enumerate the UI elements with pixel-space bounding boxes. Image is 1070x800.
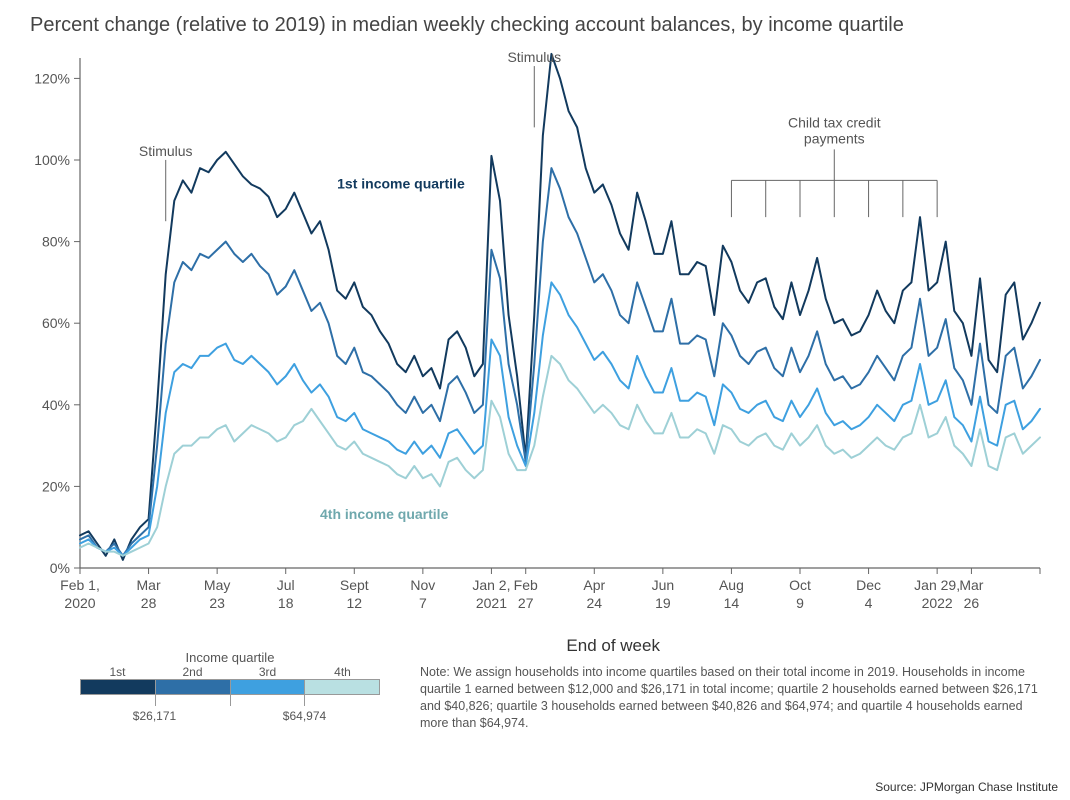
- svg-text:2022: 2022: [922, 595, 953, 611]
- svg-text:23: 23: [209, 595, 225, 611]
- legend: Income quartile 1st2nd3rd4th $26,171$64,…: [80, 650, 380, 723]
- svg-text:9: 9: [796, 595, 804, 611]
- chart-container: Percent change (relative to 2019) in med…: [0, 0, 1070, 800]
- svg-text:80%: 80%: [42, 234, 70, 250]
- svg-text:May: May: [204, 577, 230, 593]
- x-axis-title: End of week: [483, 636, 743, 656]
- svg-text:Nov: Nov: [410, 577, 435, 593]
- svg-text:60%: 60%: [42, 315, 70, 331]
- svg-text:Jun: Jun: [652, 577, 675, 593]
- svg-text:2020: 2020: [64, 595, 95, 611]
- svg-text:12: 12: [346, 595, 362, 611]
- annotation-label: Child tax credit: [788, 114, 881, 130]
- annotation-label: payments: [804, 130, 865, 146]
- svg-text:20%: 20%: [42, 478, 70, 494]
- chart-source: Source: JPMorgan Chase Institute: [875, 780, 1058, 794]
- svg-text:24: 24: [586, 595, 602, 611]
- svg-text:Mar: Mar: [959, 577, 983, 593]
- svg-text:Jan 2,: Jan 2,: [472, 577, 510, 593]
- svg-text:0%: 0%: [50, 560, 70, 576]
- svg-text:Jul: Jul: [277, 577, 295, 593]
- series-line: [80, 54, 1040, 560]
- svg-text:26: 26: [964, 595, 980, 611]
- svg-text:14: 14: [724, 595, 740, 611]
- series-line: [80, 356, 1040, 556]
- legend-title: Income quartile: [80, 650, 380, 665]
- svg-text:27: 27: [518, 595, 534, 611]
- svg-text:2021: 2021: [476, 595, 507, 611]
- svg-text:28: 28: [141, 595, 157, 611]
- svg-text:Aug: Aug: [719, 577, 744, 593]
- svg-text:Feb 1,: Feb 1,: [60, 577, 100, 593]
- legend-color-row: [80, 679, 380, 695]
- chart-svg: 0% 20% 40% 60% 80% 100% 120% Feb 1, 2020 Mar 28 May…: [0, 0, 1070, 640]
- legend-quartile-labels: 1st2nd3rd4th: [80, 665, 380, 679]
- svg-text:Apr: Apr: [583, 577, 605, 593]
- annotation-label: Stimulus: [139, 143, 193, 159]
- series-line: [80, 282, 1040, 555]
- svg-text:7: 7: [419, 595, 427, 611]
- legend-value-labels: $26,171$64,974: [117, 709, 342, 723]
- chart-title: Percent change (relative to 2019) in med…: [30, 14, 904, 37]
- svg-text:Sept: Sept: [340, 577, 369, 593]
- svg-text:Oct: Oct: [789, 577, 811, 593]
- annotation-label: Stimulus: [507, 49, 561, 65]
- svg-text:19: 19: [655, 595, 671, 611]
- series-line: [80, 168, 1040, 556]
- svg-text:100%: 100%: [34, 152, 70, 168]
- svg-text:40%: 40%: [42, 397, 70, 413]
- svg-text:Feb: Feb: [514, 577, 538, 593]
- svg-text:4: 4: [865, 595, 873, 611]
- series-label: 4th income quartile: [320, 506, 449, 522]
- svg-text:Jan 29,: Jan 29,: [914, 577, 960, 593]
- chart-note: Note: We assign households into income q…: [420, 664, 1040, 732]
- series-label: 1st income quartile: [337, 176, 465, 192]
- svg-text:120%: 120%: [34, 70, 70, 86]
- svg-text:Mar: Mar: [137, 577, 161, 593]
- svg-text:18: 18: [278, 595, 294, 611]
- svg-text:Dec: Dec: [856, 577, 881, 593]
